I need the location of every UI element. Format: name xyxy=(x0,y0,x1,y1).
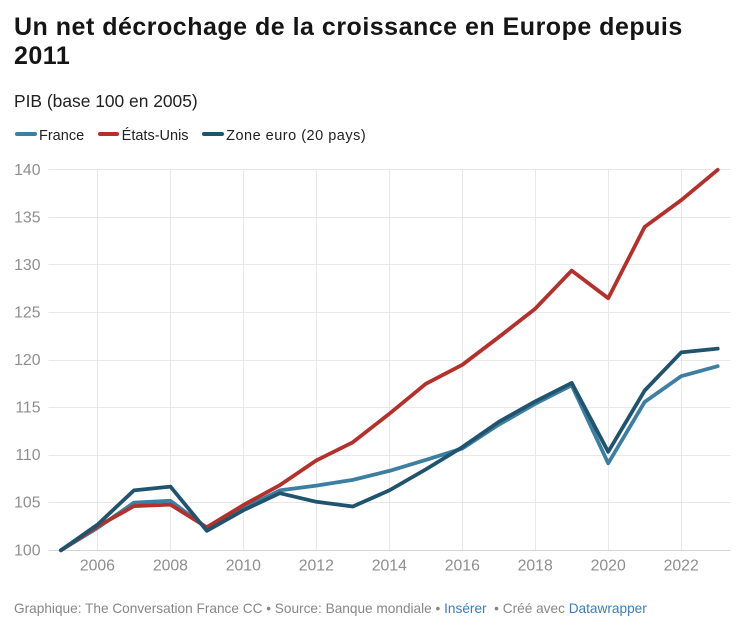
svg-text:2020: 2020 xyxy=(591,558,626,575)
svg-text:105: 105 xyxy=(14,495,41,512)
svg-text:2022: 2022 xyxy=(664,558,699,575)
svg-text:100: 100 xyxy=(14,542,41,559)
svg-text:2018: 2018 xyxy=(518,558,553,575)
svg-text:125: 125 xyxy=(14,305,41,322)
svg-text:120: 120 xyxy=(14,352,41,369)
svg-text:2012: 2012 xyxy=(299,558,334,575)
svg-text:2016: 2016 xyxy=(445,558,480,575)
svg-text:2008: 2008 xyxy=(153,558,188,575)
svg-text:2010: 2010 xyxy=(226,558,261,575)
svg-text:2006: 2006 xyxy=(80,558,115,575)
svg-text:110: 110 xyxy=(15,447,40,464)
svg-text:135: 135 xyxy=(14,209,41,226)
svg-text:115: 115 xyxy=(15,400,40,417)
svg-text:2014: 2014 xyxy=(372,558,407,575)
svg-text:130: 130 xyxy=(14,257,41,274)
svg-text:140: 140 xyxy=(14,162,41,179)
